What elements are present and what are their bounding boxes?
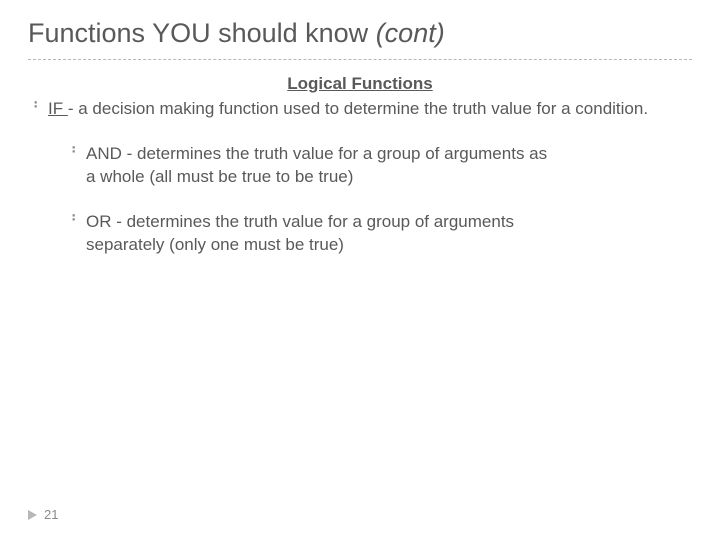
bullet-icon: ⠘	[66, 211, 86, 233]
bullet-sub: ⠘ AND - determines the truth value for a…	[28, 143, 692, 189]
page-number: 21	[44, 507, 58, 522]
bullet-main: ⠘ IF - a decision making function used t…	[28, 98, 692, 121]
bullet-icon: ⠘	[28, 98, 48, 120]
slide: Functions YOU should know (cont) Logical…	[0, 0, 720, 540]
bullet-main-rest: - a decision making function used to det…	[68, 99, 648, 118]
slide-title: Functions YOU should know (cont)	[28, 18, 692, 49]
bullet-main-text: IF - a decision making function used to …	[48, 98, 692, 121]
title-divider	[28, 59, 692, 60]
bullet-sub-text: OR - determines the truth value for a gr…	[86, 211, 556, 257]
slide-footer: 21	[28, 507, 58, 522]
bullet-icon: ⠘	[66, 143, 86, 165]
footer-triangle-icon	[28, 510, 38, 520]
bullet-main-keyword: IF	[48, 99, 68, 118]
bullet-sub: ⠘ OR - determines the truth value for a …	[28, 211, 692, 257]
bullet-sub-text: AND - determines the truth value for a g…	[86, 143, 556, 189]
title-main: Functions YOU should know	[28, 18, 376, 48]
section-heading: Logical Functions	[28, 74, 692, 94]
title-cont: (cont)	[376, 18, 445, 48]
